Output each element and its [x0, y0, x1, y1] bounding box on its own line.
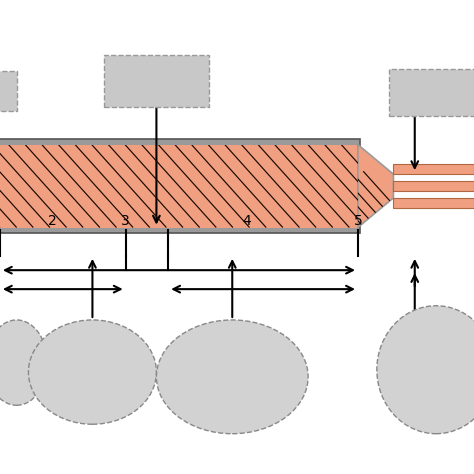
Text: 5: 5	[354, 213, 362, 228]
FancyBboxPatch shape	[104, 55, 209, 107]
Ellipse shape	[28, 320, 156, 424]
Text: Mixing
kneading
Unfolding: Mixing kneading Unfolding	[64, 351, 121, 393]
Bar	[393, 164, 474, 174]
Text: er: er	[0, 85, 11, 98]
Bar	[0, 145, 358, 228]
Bar	[393, 198, 474, 208]
Text: Sh
align
fib
stabi: Sh align fib stabi	[421, 341, 451, 399]
Text: 3: 3	[121, 213, 130, 228]
FancyBboxPatch shape	[0, 71, 17, 111]
Bar	[0, 145, 358, 228]
Ellipse shape	[377, 306, 474, 434]
Text: 2: 2	[48, 213, 56, 228]
Text: Coolin: Coolin	[419, 86, 458, 99]
Ellipse shape	[156, 320, 308, 434]
Text: Melting
shearing
Fiber creation: Melting shearing Fiber creation	[192, 356, 273, 398]
FancyBboxPatch shape	[389, 69, 474, 116]
Bar	[393, 181, 474, 191]
Text: Twin Screw
extruder: Twin Screw extruder	[122, 66, 191, 95]
Text: 4: 4	[242, 213, 251, 228]
Ellipse shape	[0, 320, 47, 405]
Bar	[0, 139, 360, 233]
Polygon shape	[358, 145, 393, 228]
Polygon shape	[358, 145, 393, 228]
